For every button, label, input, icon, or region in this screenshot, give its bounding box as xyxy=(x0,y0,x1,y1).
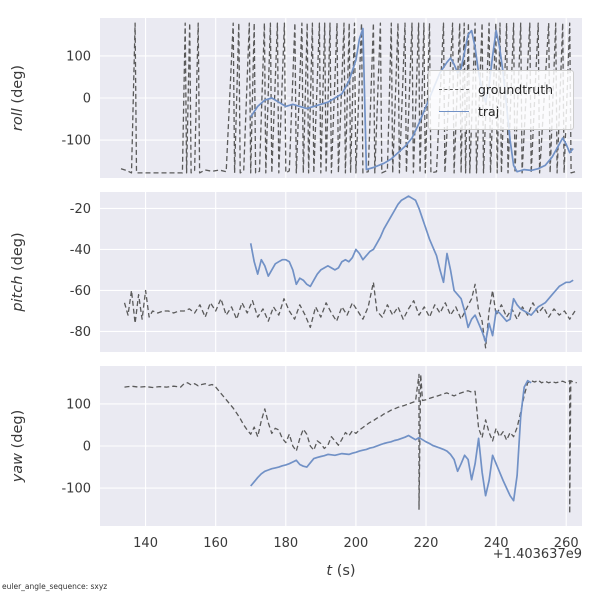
pitch-traj-line xyxy=(249,195,574,343)
x-axis-label: t (s) xyxy=(326,563,355,579)
legend-item-groundtruth: groundtruth xyxy=(439,78,563,100)
roll-axis-label: roll (deg) xyxy=(10,65,26,131)
xtick-label: 260 xyxy=(554,536,579,551)
pitch-ytick-label: -60 xyxy=(70,284,91,299)
xtick-label: 220 xyxy=(414,536,439,551)
legend: groundtruth traj xyxy=(428,70,574,130)
xtick-label: 180 xyxy=(273,536,298,551)
yaw-ytick-label: -100 xyxy=(61,482,91,497)
xtick-label: 200 xyxy=(343,536,368,551)
xtick-label: 160 xyxy=(203,536,228,551)
yaw-traj-line xyxy=(250,379,532,502)
yaw-subplot: -100 0 100 yaw (deg) xyxy=(10,366,582,526)
legend-label-traj: traj xyxy=(478,103,500,119)
pitch-plot-area xyxy=(100,192,582,352)
roll-ytick-label: 0 xyxy=(83,92,91,107)
yaw-ytick-label: 0 xyxy=(83,440,91,455)
traj-line-sample xyxy=(439,110,469,112)
groundtruth-line-sample xyxy=(439,88,469,90)
xtick-label: 140 xyxy=(133,536,158,551)
pitch-subplot: -20 -40 -60 -80 pitch (deg) xyxy=(10,192,582,352)
roll-groundtruth-line xyxy=(120,22,576,174)
roll-ytick-label: 100 xyxy=(66,49,91,64)
legend-item-traj: traj xyxy=(439,100,563,122)
legend-label-groundtruth: groundtruth xyxy=(478,81,554,97)
roll-ytick-label: -100 xyxy=(61,134,91,149)
pitch-ytick-label: -20 xyxy=(70,202,91,217)
pitch-ytick-label: -40 xyxy=(70,243,91,258)
euler-angle-sequence-note: euler_angle_sequence: sxyz xyxy=(2,582,108,591)
x-axis-offset-text: +1.403637e9 xyxy=(493,547,582,562)
roll-traj-line xyxy=(249,27,574,173)
pitch-axis-label: pitch (deg) xyxy=(10,232,26,312)
yaw-ytick-label: 100 xyxy=(66,397,91,412)
yaw-axis-label: yaw (deg) xyxy=(10,410,26,484)
xtick-label: 240 xyxy=(484,536,509,551)
pitch-ytick-label: -80 xyxy=(70,325,91,340)
